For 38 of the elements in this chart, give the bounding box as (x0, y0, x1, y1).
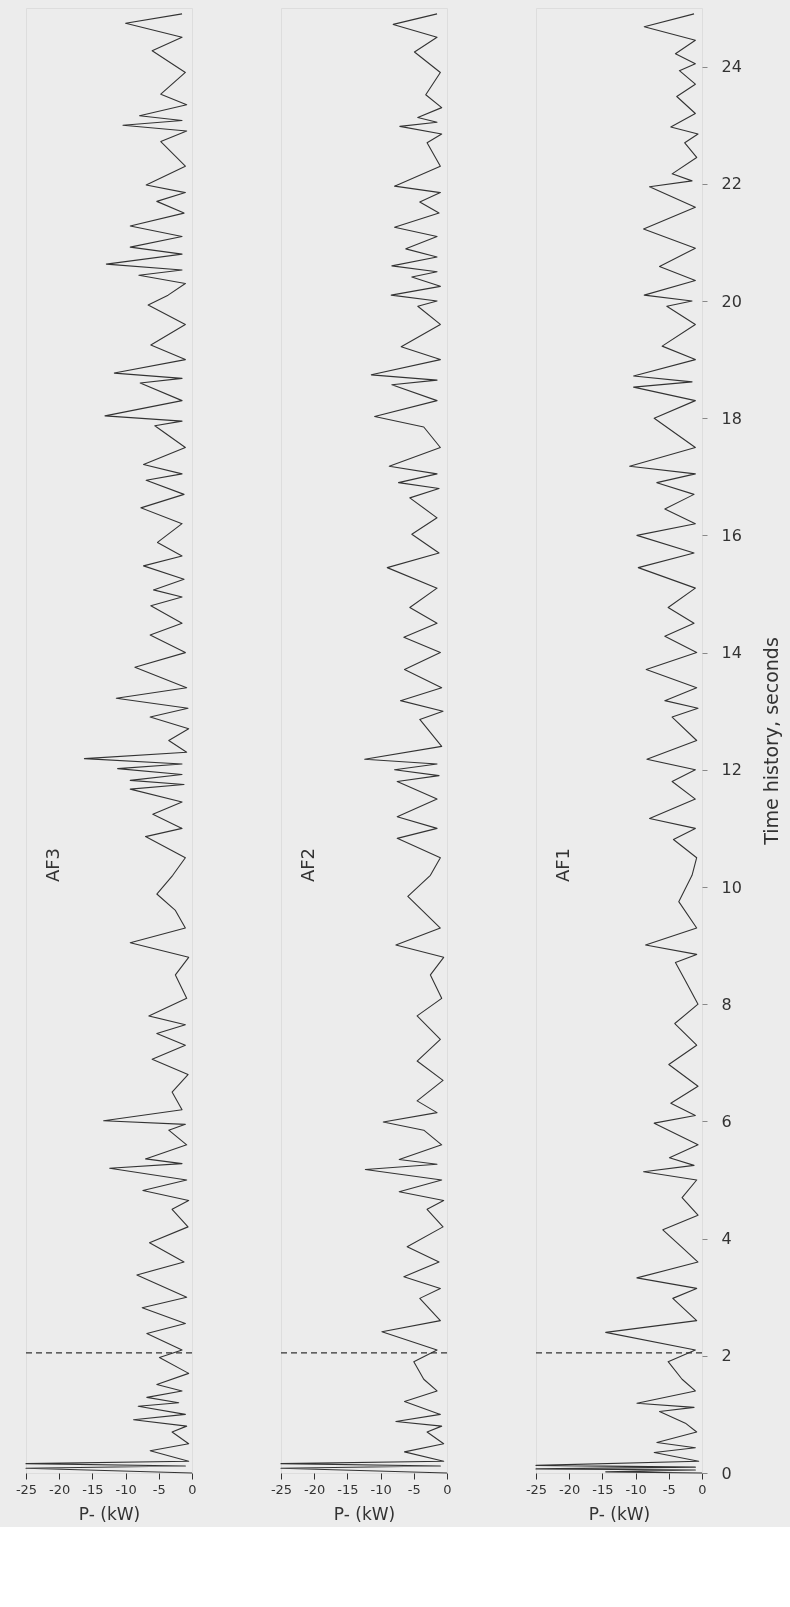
x-tick-label: 0 (443, 1481, 452, 1497)
x-tick-label: -5 (662, 1481, 676, 1497)
y-tick-label: 12 (721, 760, 742, 780)
annotation: AF2 (297, 847, 318, 883)
x-tick-label: -5 (152, 1481, 166, 1497)
x-tick-label: -10 (370, 1481, 392, 1497)
x-tick-label: -10 (115, 1481, 137, 1497)
x-tick-label: 0 (188, 1481, 197, 1497)
x-tick-label: -25 (15, 1481, 38, 1497)
y-tick-label: 2 (721, 1346, 732, 1366)
y-tick-label: 18 (721, 408, 742, 428)
x-tick-label: 0 (698, 1481, 707, 1497)
x-axis-title: P- (kW) (78, 1503, 141, 1524)
x-tick-label: -15 (592, 1481, 614, 1497)
y-tick-label: 14 (721, 643, 742, 663)
x-axis-title: P- (kW) (588, 1503, 651, 1524)
x-tick-label: -5 (407, 1481, 421, 1497)
y-tick-label: 0 (721, 1463, 732, 1483)
x-tick-label: -20 (304, 1481, 326, 1497)
y-axis-title: Time history, seconds (759, 637, 782, 846)
x-tick-label: -20 (49, 1481, 71, 1497)
y-tick-label: 4 (721, 1229, 732, 1249)
x-tick-label: -20 (559, 1481, 581, 1497)
annotation: AF1 (552, 847, 573, 883)
y-tick-label: 22 (721, 174, 742, 194)
x-tick-label: -15 (337, 1481, 359, 1497)
y-tick-label: 10 (721, 877, 742, 897)
y-tick-label: 8 (721, 994, 732, 1014)
y-tick-label: 6 (721, 1111, 732, 1131)
x-tick-label: -10 (625, 1481, 647, 1497)
x-tick-label: -25 (270, 1481, 293, 1497)
y-tick-label: 16 (721, 525, 742, 545)
x-tick-label: -15 (82, 1481, 104, 1497)
annotation: AF3 (42, 847, 63, 883)
y-tick-label: 20 (721, 291, 742, 311)
y-tick-label: 24 (721, 57, 742, 77)
x-axis-title: P- (kW) (333, 1503, 396, 1524)
x-tick-label: -25 (525, 1481, 548, 1497)
